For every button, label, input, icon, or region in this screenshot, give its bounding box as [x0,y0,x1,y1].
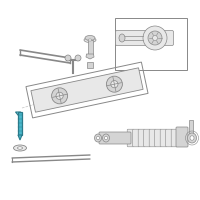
Circle shape [148,31,162,45]
FancyBboxPatch shape [18,112,22,135]
FancyBboxPatch shape [171,129,178,147]
Ellipse shape [119,34,125,42]
Circle shape [143,26,167,50]
FancyBboxPatch shape [176,127,188,147]
Ellipse shape [96,136,100,140]
Circle shape [65,55,71,61]
FancyBboxPatch shape [99,132,131,144]
Polygon shape [18,135,22,140]
Polygon shape [31,68,143,112]
Ellipse shape [14,145,26,151]
FancyBboxPatch shape [116,30,174,46]
Circle shape [56,92,63,99]
Circle shape [75,55,81,61]
Circle shape [153,36,158,40]
Circle shape [111,81,118,88]
Ellipse shape [85,36,95,40]
Ellipse shape [104,136,108,140]
FancyBboxPatch shape [149,129,156,147]
FancyBboxPatch shape [189,120,193,134]
FancyBboxPatch shape [88,40,92,54]
Ellipse shape [102,134,110,142]
FancyBboxPatch shape [87,62,93,68]
Ellipse shape [88,39,92,41]
Circle shape [106,76,122,92]
FancyBboxPatch shape [144,129,150,147]
FancyBboxPatch shape [138,129,145,147]
FancyBboxPatch shape [133,129,139,147]
FancyBboxPatch shape [166,129,172,147]
Circle shape [52,88,68,104]
Ellipse shape [84,38,96,43]
Ellipse shape [95,134,102,142]
FancyBboxPatch shape [160,129,167,147]
Ellipse shape [18,147,22,149]
Polygon shape [16,112,22,117]
FancyBboxPatch shape [155,129,161,147]
Ellipse shape [190,136,194,140]
Polygon shape [86,54,94,59]
FancyBboxPatch shape [127,129,134,147]
Ellipse shape [188,133,196,143]
